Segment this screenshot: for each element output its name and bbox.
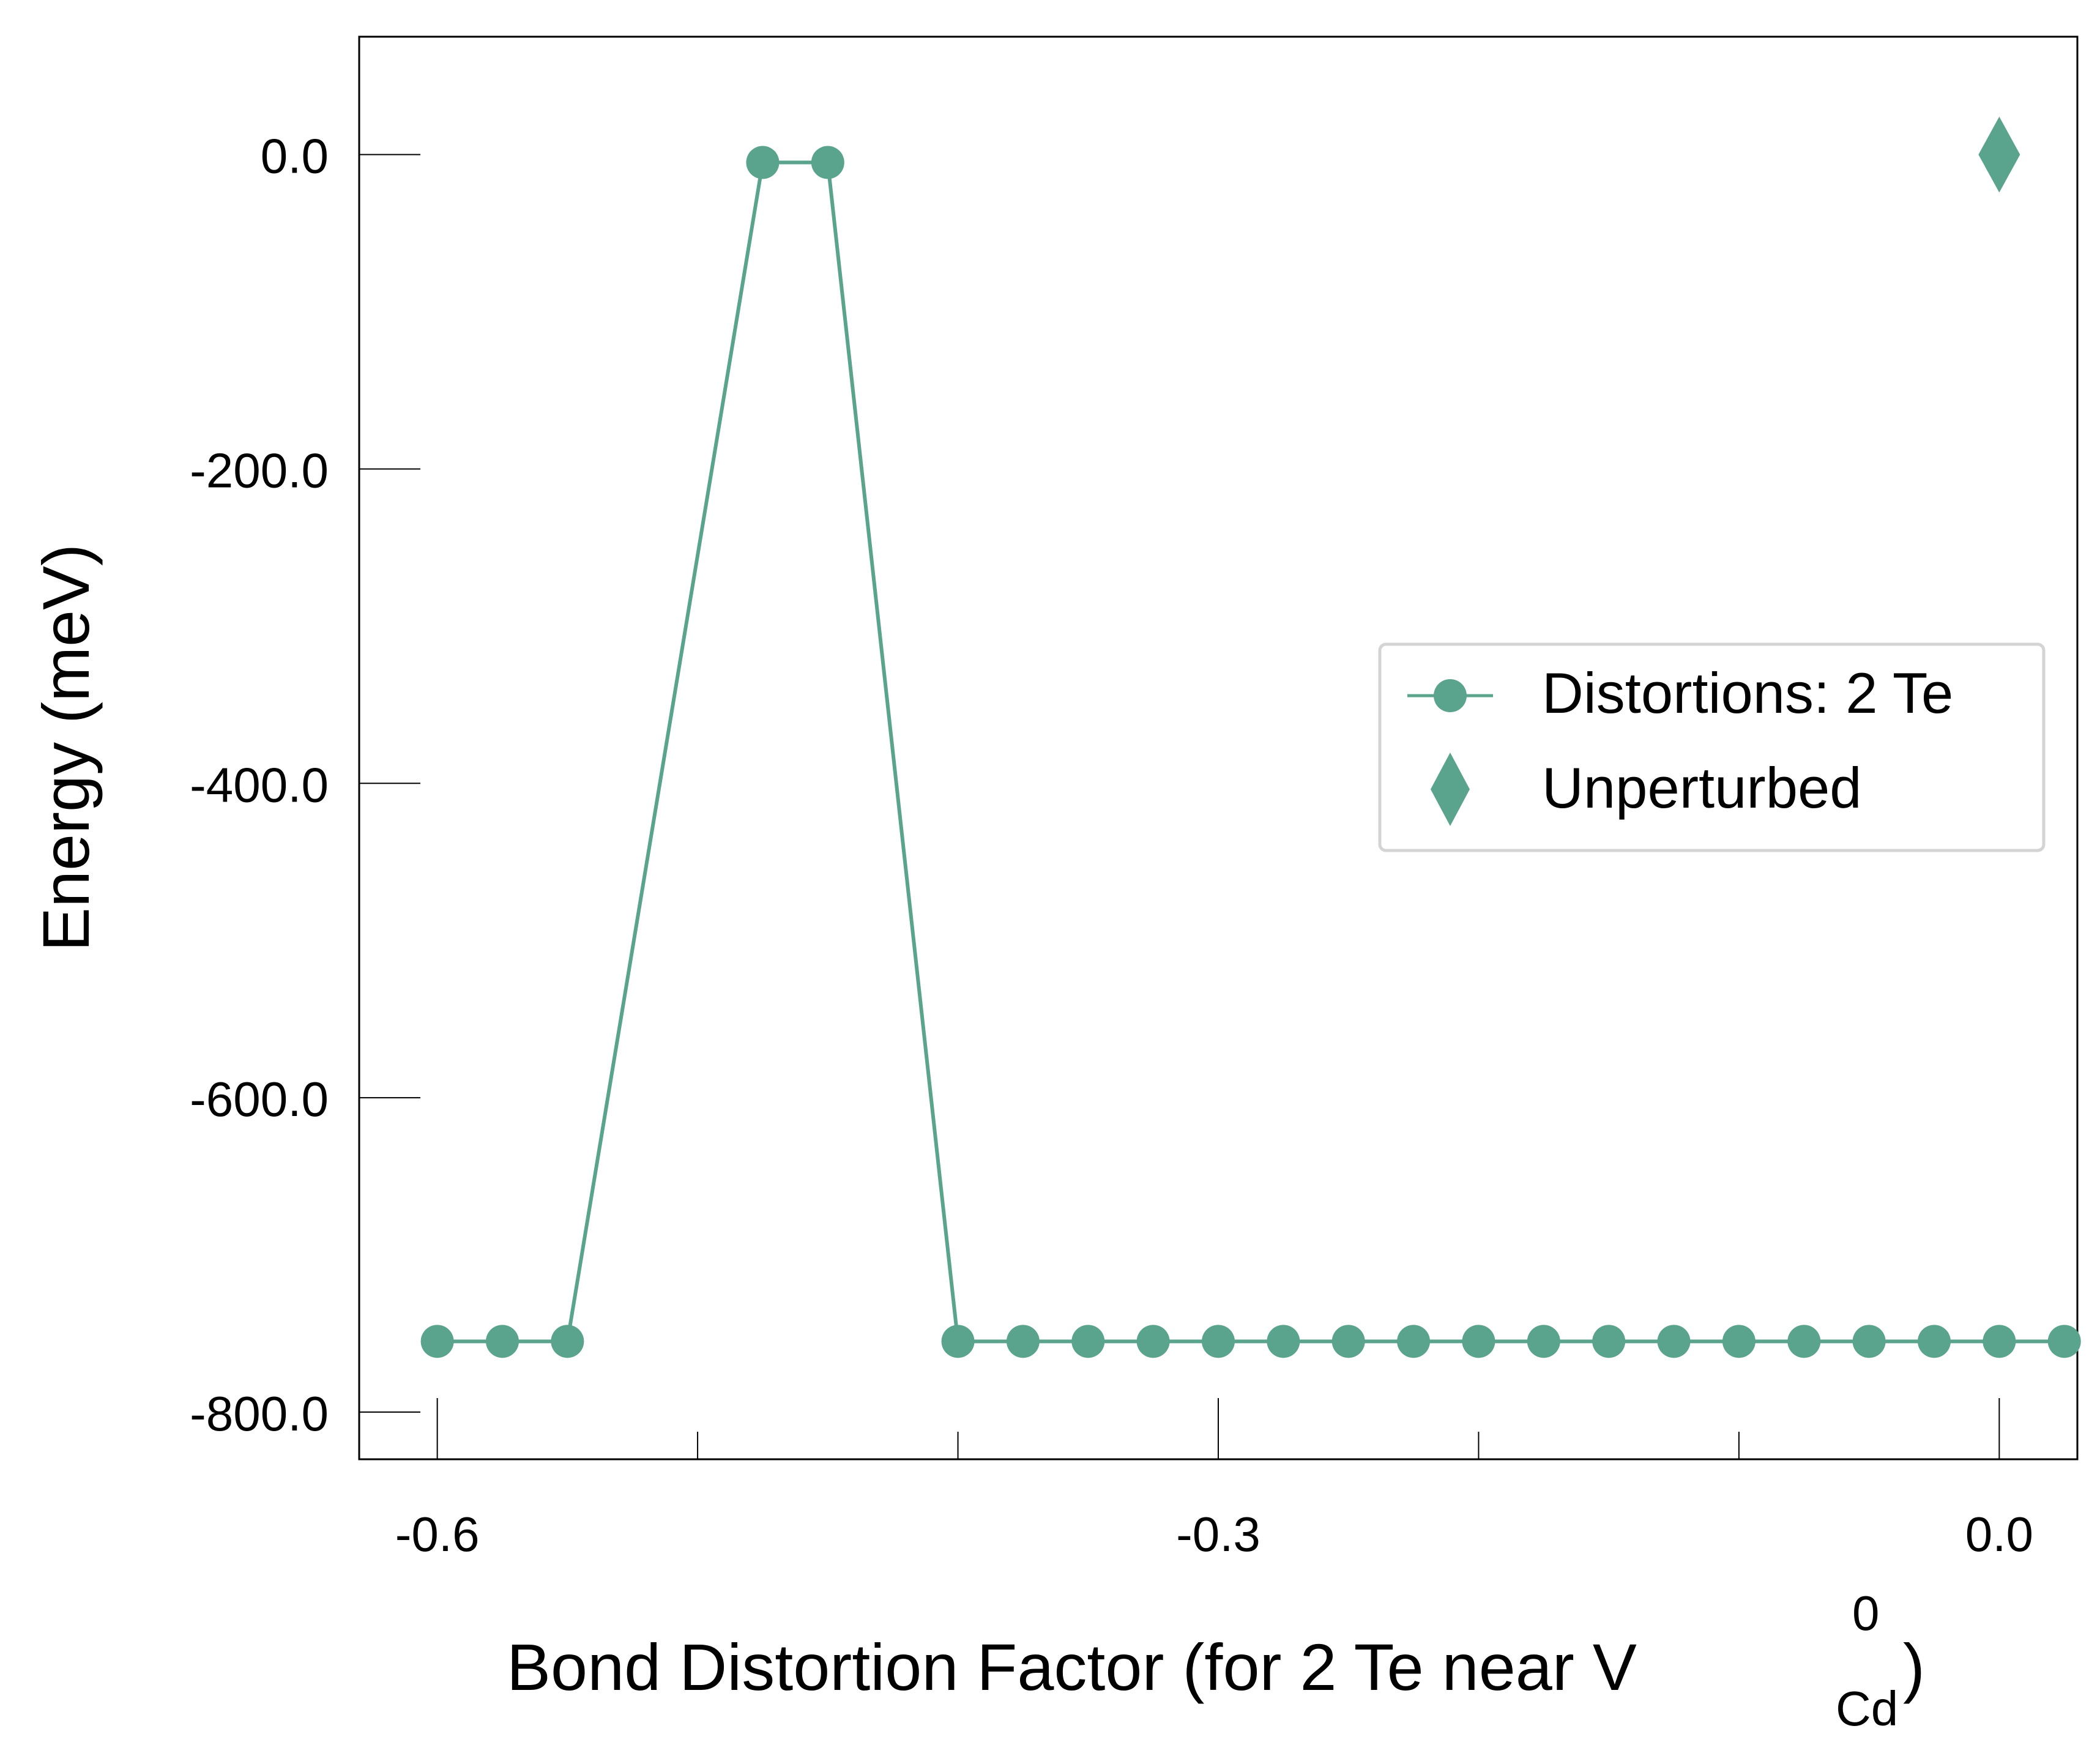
y-axis-ticks: 0.0 -200.0 -400.0 -600.0 -800.0 bbox=[190, 129, 420, 1441]
data-series bbox=[420, 116, 2081, 1358]
unperturbed-point bbox=[1978, 116, 2020, 193]
data-point bbox=[1983, 1325, 2016, 1358]
data-point bbox=[1267, 1325, 1300, 1358]
y-tick-label: -800.0 bbox=[190, 1386, 329, 1441]
data-point bbox=[420, 1325, 454, 1358]
data-point bbox=[1006, 1325, 1040, 1358]
y-tick-label: -200.0 bbox=[190, 443, 329, 497]
data-point bbox=[746, 146, 780, 179]
y-tick-label: -600.0 bbox=[190, 1072, 329, 1126]
data-point bbox=[1071, 1325, 1105, 1358]
x-axis-label: Bond Distortion Factor (for 2 Te near V bbox=[507, 1630, 1637, 1704]
data-point bbox=[1592, 1325, 1626, 1358]
legend-series-marker bbox=[1434, 679, 1467, 712]
data-point bbox=[1918, 1325, 1951, 1358]
x-axis-label-subscript: Cd bbox=[1836, 1681, 1898, 1736]
data-point bbox=[1136, 1325, 1170, 1358]
data-point bbox=[1331, 1325, 1365, 1358]
legend: Distortions: 2 Te Unperturbed bbox=[1378, 642, 2046, 852]
data-point bbox=[1657, 1325, 1691, 1358]
x-axis-label-main: Bond Distortion Factor (for 2 Te near V bbox=[507, 1630, 1637, 1704]
data-point bbox=[1527, 1325, 1560, 1358]
data-point bbox=[486, 1325, 519, 1358]
legend-unperturbed-label: Unperturbed bbox=[1542, 756, 1862, 820]
data-point bbox=[811, 146, 844, 179]
x-axis-ticks: -0.6 -0.3 0.0 bbox=[395, 1398, 2033, 1561]
legend-unperturbed-marker bbox=[1431, 753, 1470, 826]
x-tick-label: -0.6 bbox=[395, 1507, 480, 1561]
data-point bbox=[551, 1325, 584, 1358]
y-axis-label: Energy (meV) bbox=[29, 544, 103, 951]
legend-series-label: Distortions: 2 Te bbox=[1542, 661, 1953, 725]
legend-box bbox=[1378, 642, 2046, 852]
x-tick-label: 0.0 bbox=[1965, 1507, 2033, 1561]
data-point bbox=[1722, 1325, 1756, 1358]
data-point bbox=[1787, 1325, 1821, 1358]
data-point bbox=[2047, 1325, 2081, 1358]
data-point bbox=[1397, 1325, 1431, 1358]
data-point bbox=[1202, 1325, 1235, 1358]
data-point bbox=[1462, 1325, 1495, 1358]
x-tick-label: -0.3 bbox=[1176, 1507, 1260, 1561]
data-point bbox=[941, 1325, 975, 1358]
data-point bbox=[1852, 1325, 1886, 1358]
x-axis-label-superscript: 0 bbox=[1852, 1586, 1880, 1640]
y-tick-label: -400.0 bbox=[190, 757, 329, 812]
y-tick-label: 0.0 bbox=[261, 129, 329, 184]
x-axis-label-close: ) bbox=[1903, 1630, 1925, 1704]
